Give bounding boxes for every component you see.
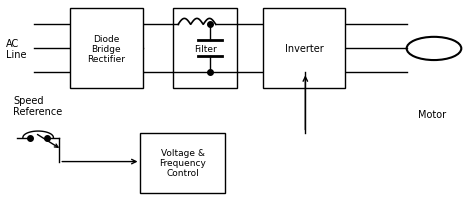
Text: Voltage &
Frequency
Control: Voltage & Frequency Control [159,148,206,178]
FancyBboxPatch shape [140,133,225,193]
FancyBboxPatch shape [173,9,237,89]
Text: Inverter: Inverter [285,44,324,54]
Text: Filter: Filter [194,45,217,54]
Text: Speed
Reference: Speed Reference [13,95,63,117]
Text: Diode
Bridge
Rectifier: Diode Bridge Rectifier [87,34,125,64]
Text: Motor: Motor [419,109,447,119]
FancyBboxPatch shape [70,9,143,89]
FancyBboxPatch shape [263,9,346,89]
Text: AC
Line: AC Line [6,38,27,60]
